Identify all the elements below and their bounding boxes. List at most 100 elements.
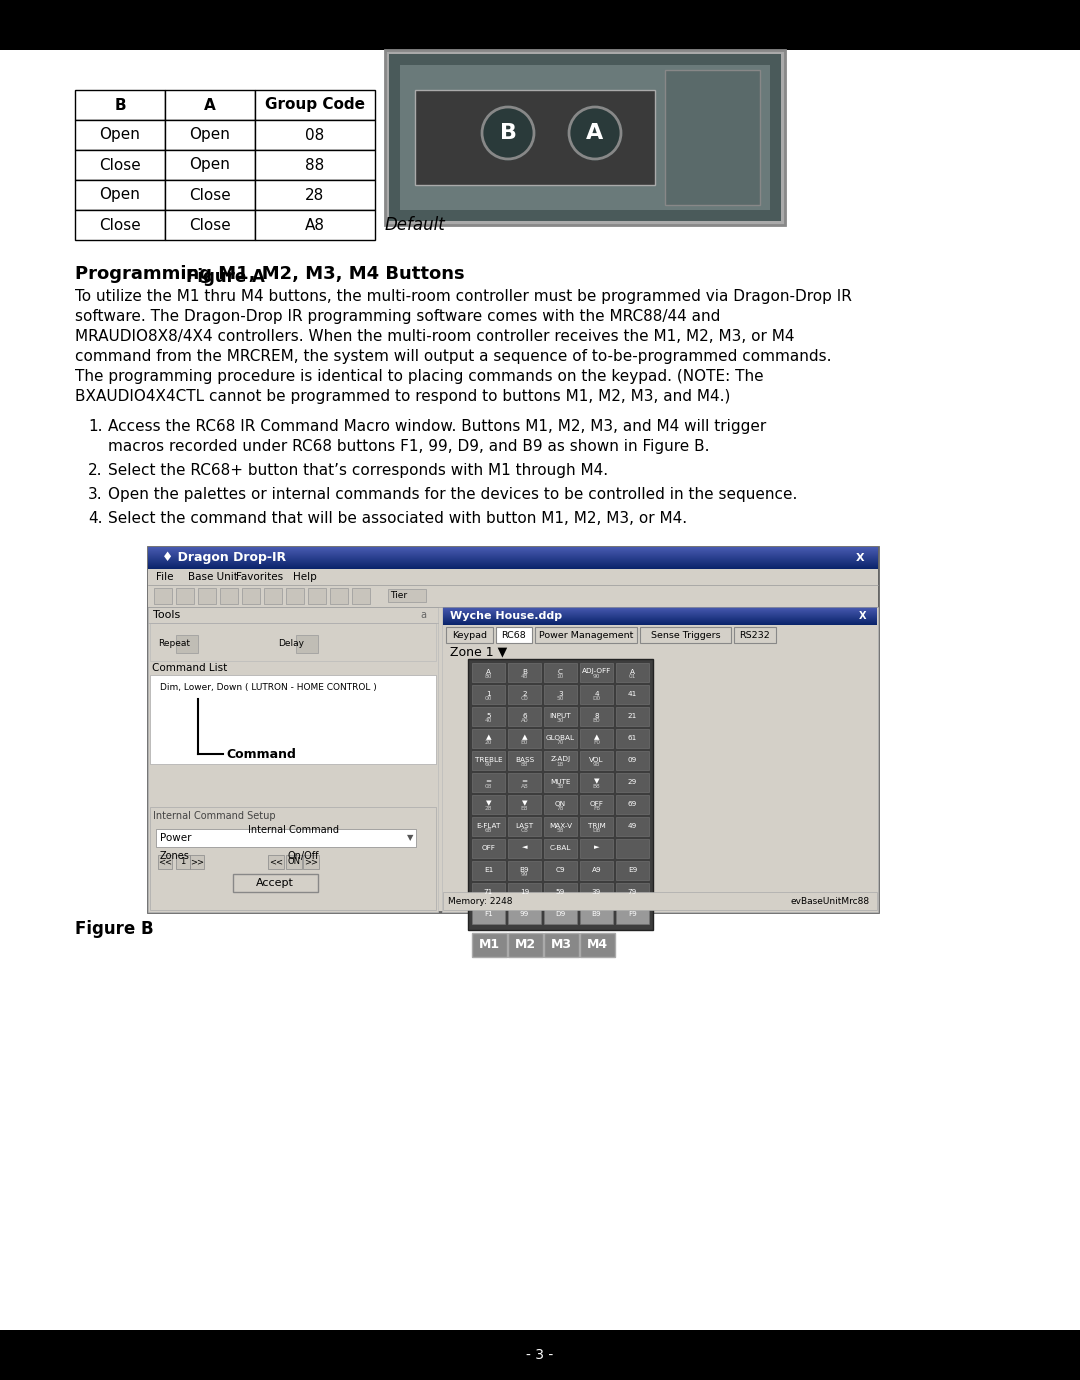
Bar bbox=[580, 883, 613, 903]
Bar bbox=[544, 707, 577, 726]
Bar bbox=[0, 0, 1080, 50]
Text: 8: 8 bbox=[594, 712, 598, 719]
Bar bbox=[472, 883, 505, 903]
Bar bbox=[508, 905, 541, 925]
Bar bbox=[150, 622, 436, 661]
Bar bbox=[176, 635, 198, 653]
Bar bbox=[544, 861, 577, 880]
Text: F0: F0 bbox=[593, 740, 600, 745]
Text: TRIM: TRIM bbox=[588, 822, 606, 828]
Text: A: A bbox=[630, 668, 635, 675]
Text: 49: 49 bbox=[627, 822, 637, 828]
Circle shape bbox=[569, 108, 621, 159]
Bar bbox=[148, 585, 878, 607]
Text: E8: E8 bbox=[521, 806, 528, 811]
Text: Select the command that will be associated with button M1, M2, M3, or M4.: Select the command that will be associat… bbox=[108, 511, 687, 526]
Bar bbox=[415, 90, 654, 185]
Bar bbox=[616, 795, 649, 814]
Text: 41: 41 bbox=[627, 690, 637, 697]
Bar bbox=[580, 707, 613, 726]
Text: Zones: Zones bbox=[160, 851, 190, 861]
Bar bbox=[472, 817, 505, 836]
Text: RC68: RC68 bbox=[501, 631, 526, 639]
Text: GLOBAL: GLOBAL bbox=[546, 734, 575, 741]
Text: 38: 38 bbox=[557, 784, 564, 789]
Text: RS232: RS232 bbox=[740, 631, 770, 639]
Bar bbox=[472, 662, 505, 682]
Text: C8: C8 bbox=[521, 828, 528, 834]
Text: Delay: Delay bbox=[278, 639, 303, 647]
Text: M3: M3 bbox=[551, 938, 572, 951]
Text: Repeat: Repeat bbox=[158, 639, 190, 647]
Text: 68: 68 bbox=[485, 828, 492, 834]
Bar bbox=[148, 607, 438, 912]
Text: ▲: ▲ bbox=[522, 734, 527, 741]
Bar bbox=[242, 588, 260, 604]
Text: 2.: 2. bbox=[87, 464, 103, 477]
Bar bbox=[544, 662, 577, 682]
Text: B: B bbox=[522, 668, 527, 675]
Text: 4.: 4. bbox=[87, 511, 103, 526]
Text: 18: 18 bbox=[557, 762, 564, 767]
Text: 59: 59 bbox=[556, 889, 565, 894]
Bar bbox=[508, 729, 541, 748]
Bar bbox=[286, 856, 302, 869]
Text: Command: Command bbox=[226, 748, 296, 760]
Text: Help: Help bbox=[293, 571, 316, 582]
Bar bbox=[508, 773, 541, 792]
Text: A: A bbox=[586, 123, 604, 144]
Text: M4: M4 bbox=[586, 938, 608, 951]
Bar bbox=[165, 179, 255, 210]
Bar bbox=[446, 627, 492, 643]
Bar bbox=[255, 210, 375, 240]
Text: INPUT: INPUT bbox=[550, 712, 571, 719]
Text: evBaseUnitMrc88: evBaseUnitMrc88 bbox=[791, 897, 870, 905]
Text: ▲: ▲ bbox=[594, 734, 599, 741]
Text: Figure B: Figure B bbox=[75, 920, 153, 938]
Text: Tools: Tools bbox=[153, 610, 180, 620]
Text: 88: 88 bbox=[306, 157, 325, 172]
Bar bbox=[544, 933, 579, 956]
Bar bbox=[616, 684, 649, 704]
Bar bbox=[150, 807, 436, 909]
Bar bbox=[616, 751, 649, 770]
Text: TREBLE: TREBLE bbox=[475, 756, 502, 763]
Text: Default: Default bbox=[384, 217, 446, 235]
Text: Base Unit: Base Unit bbox=[188, 571, 238, 582]
Text: A9: A9 bbox=[592, 867, 602, 872]
Bar bbox=[75, 90, 165, 120]
Text: E1: E1 bbox=[484, 867, 494, 872]
Text: <<: << bbox=[269, 857, 283, 867]
Text: 1: 1 bbox=[180, 857, 186, 867]
Bar bbox=[330, 588, 348, 604]
Text: File: File bbox=[156, 571, 174, 582]
Text: C-BAL: C-BAL bbox=[550, 845, 571, 850]
Bar bbox=[384, 50, 785, 225]
Bar bbox=[472, 933, 507, 956]
Text: E-FLAT: E-FLAT bbox=[476, 822, 501, 828]
Bar bbox=[388, 589, 426, 602]
Bar bbox=[544, 795, 577, 814]
Text: =: = bbox=[485, 778, 491, 784]
Text: 99: 99 bbox=[521, 872, 528, 878]
Bar bbox=[616, 905, 649, 925]
Bar bbox=[535, 627, 637, 643]
Text: Select the RC68+ button that’s corresponds with M1 through M4.: Select the RC68+ button that’s correspon… bbox=[108, 464, 608, 477]
Text: Tier: Tier bbox=[390, 591, 407, 599]
Bar bbox=[544, 684, 577, 704]
Text: 29: 29 bbox=[627, 778, 637, 784]
Bar bbox=[616, 707, 649, 726]
Text: 69: 69 bbox=[627, 800, 637, 806]
Text: Z-ADJ: Z-ADJ bbox=[551, 756, 570, 763]
Bar bbox=[580, 773, 613, 792]
Text: A: A bbox=[486, 668, 491, 675]
Text: A0: A0 bbox=[521, 718, 528, 723]
Text: Open: Open bbox=[99, 127, 140, 142]
Text: B9: B9 bbox=[592, 911, 602, 916]
Bar bbox=[580, 684, 613, 704]
Bar bbox=[616, 861, 649, 880]
Bar bbox=[508, 795, 541, 814]
Text: 48: 48 bbox=[521, 673, 528, 679]
Text: >>: >> bbox=[190, 857, 204, 867]
Text: Programming M1, M2, M3, M4 Buttons: Programming M1, M2, M3, M4 Buttons bbox=[75, 265, 464, 283]
